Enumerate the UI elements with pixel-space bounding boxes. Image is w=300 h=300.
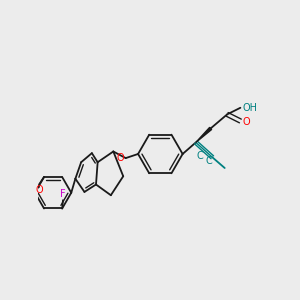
Text: C: C [206, 156, 212, 167]
Text: C: C [196, 151, 203, 160]
Polygon shape [196, 128, 212, 142]
Text: O: O [116, 153, 124, 163]
Text: O: O [35, 185, 43, 195]
Text: OH: OH [242, 103, 257, 113]
Text: O: O [242, 117, 250, 127]
Text: F: F [60, 189, 66, 199]
